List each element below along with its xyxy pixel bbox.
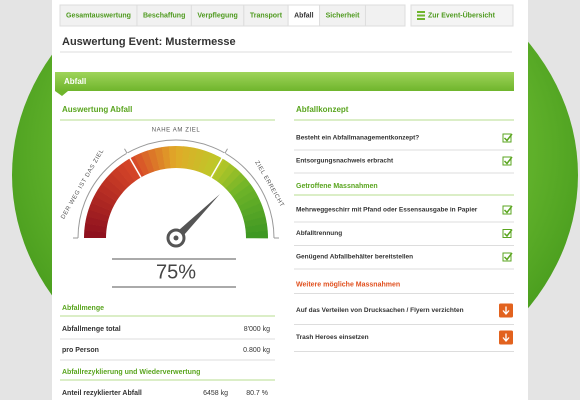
group-heading: Weitere mögliche Massnahmen: [296, 281, 400, 288]
arrow-icon: [502, 333, 510, 342]
check-mark: [503, 205, 513, 214]
gauge-segment: [245, 223, 268, 233]
tab-label[interactable]: Gesamtauswertung: [66, 12, 131, 19]
gauge-segment: [168, 146, 177, 169]
row-label: pro Person: [62, 347, 99, 354]
gauge-segment: [84, 230, 107, 238]
gauge-segment: [161, 146, 171, 169]
gauge-segment: [225, 172, 247, 193]
column-heading: Abfallkonzept: [296, 105, 349, 114]
gauge-tick: [224, 148, 228, 154]
item-label: Auf das Verteilen von Drucksachen / Flye…: [296, 307, 464, 314]
row-label: Anteil rezyklierter Abfall: [62, 390, 142, 397]
gauge-segment: [186, 147, 198, 170]
gauge-value: 75%: [156, 261, 196, 283]
row-value: 0.800 kg: [243, 347, 270, 354]
list-icon: [417, 11, 425, 20]
gauge-segment: [238, 196, 262, 212]
gauge-segment: [240, 202, 264, 217]
check-box: [502, 205, 512, 215]
arrow-icon: [502, 306, 510, 315]
tabs: Gesamtauswertung Beschaffung Verpflegung Tr…: [59, 4, 366, 27]
check-box: [502, 252, 512, 262]
section-bar: [55, 72, 514, 91]
tab-label[interactable]: Transport: [250, 12, 283, 19]
section-title: Abfall: [64, 77, 86, 86]
gauge-segment: [192, 148, 205, 172]
overview-button-label[interactable]: Zur Event-Übersicht: [428, 10, 496, 19]
panel: [52, 0, 528, 400]
row-value: 6458 kg: [203, 390, 228, 397]
item-label: Abfalltrennung: [296, 230, 342, 237]
item-label: Entsorgungsnachweis erbracht: [296, 158, 394, 165]
gauge-segment: [202, 153, 219, 176]
item-label: Besteht ein Abfallmanagementkonzept?: [296, 135, 419, 142]
gauge-divider: [126, 152, 142, 178]
gauge-segment: [121, 159, 140, 182]
tab[interactable]: [319, 4, 366, 27]
check-mark: [503, 133, 513, 142]
gauge-segment: [86, 209, 110, 222]
gauge-segment: [245, 230, 268, 239]
gauge-tick: [124, 148, 128, 154]
gauge-outline: [77, 139, 275, 239]
gauge-segment: [134, 152, 150, 176]
check-box: [502, 156, 512, 166]
gauge-segment: [242, 209, 266, 222]
gauge-needle: [173, 194, 220, 241]
gauge-segment: [229, 178, 251, 198]
gauge-segment: [106, 172, 127, 193]
gauge-segment: [88, 202, 112, 217]
page-title: Auswertung Event: Mustermesse: [62, 36, 236, 48]
row-value: 80.7 %: [246, 390, 268, 397]
gauge-segment: [147, 148, 160, 172]
check-mark: [503, 156, 513, 165]
group-heading: Getroffene Massnahmen: [296, 183, 378, 190]
tab-label[interactable]: Verpflegung: [197, 12, 237, 19]
gauge-segment: [217, 163, 237, 185]
item-label: Trash Heroes einsetzen: [296, 334, 369, 341]
tab-label[interactable]: Sicherheit: [326, 12, 361, 19]
row-value: 8'000 kg: [244, 326, 270, 333]
gauge-segment: [140, 150, 155, 174]
section-notch: [55, 91, 68, 96]
item-label: Genügend Abfallbehälter bereitstellen: [296, 254, 413, 261]
gauge-segment: [110, 167, 131, 189]
gauge-segment: [176, 146, 184, 169]
gauge-segment: [91, 195, 114, 212]
gauge-segment: [97, 183, 120, 202]
group-heading: Abfallrezyklierung und Wiederverwertung: [62, 369, 200, 376]
gauge-label: NAHE AM ZIEL: [152, 128, 201, 134]
content: Auswertung Abfall Abfallmenge Abfallmenge …: [60, 105, 514, 397]
gauge-segment: [221, 168, 242, 189]
tab-label[interactable]: Abfall: [294, 12, 314, 19]
group-heading: Abfallmenge: [62, 305, 104, 312]
gauge-segment: [232, 183, 255, 202]
gauge-segment: [101, 177, 123, 197]
item-label: Mehrweggeschirr mit Pfand oder Essensaus…: [296, 207, 478, 214]
gauge-segment: [116, 163, 136, 185]
column-heading: Auswertung Abfall: [62, 105, 132, 114]
check-box: [502, 133, 512, 143]
gauge-segment: [212, 159, 231, 182]
check-box: [502, 229, 512, 238]
gauge-segment: [235, 189, 259, 207]
gauge-segment: [85, 216, 108, 228]
gauge-divider: [210, 152, 226, 178]
gauge-segment: [94, 189, 117, 207]
gauge-segment: [197, 150, 212, 174]
gauge-segment: [181, 146, 191, 169]
tab-label[interactable]: Beschaffung: [143, 12, 185, 19]
row-label: Abfallmenge total: [62, 326, 121, 333]
gauge-hub-center: [173, 235, 179, 241]
check-mark: [503, 229, 513, 238]
gauge-segment: [84, 223, 107, 233]
check-mark: [503, 252, 513, 261]
overview-button[interactable]: [410, 4, 514, 27]
